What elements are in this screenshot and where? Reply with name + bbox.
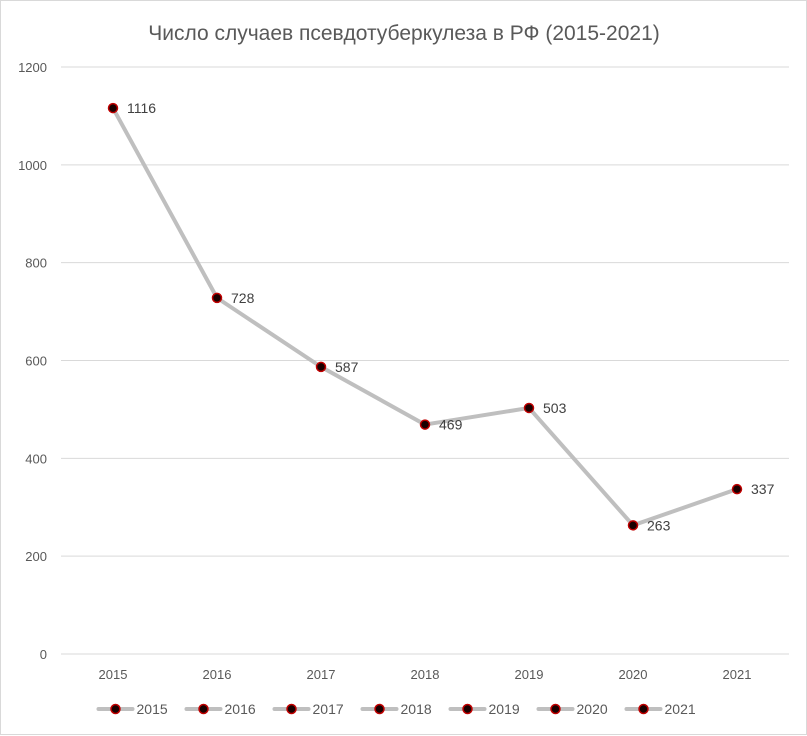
x-tick-label: 2019 bbox=[515, 667, 544, 682]
data-label: 587 bbox=[335, 359, 359, 375]
data-labels: 1116 728 587 469 503 263 337 bbox=[127, 100, 775, 533]
legend-marker-swatch bbox=[638, 703, 649, 715]
y-axis-tick-labels: 0 200 400 600 800 1000 1200 bbox=[18, 60, 47, 662]
series-layer bbox=[111, 106, 739, 528]
data-label: 469 bbox=[439, 417, 463, 433]
data-point bbox=[627, 520, 639, 531]
x-axis-tick-labels: 2015 2016 2017 2018 2019 2020 2021 bbox=[99, 667, 752, 682]
legend-marker-swatch bbox=[462, 703, 473, 715]
data-label: 1116 bbox=[127, 100, 156, 116]
y-tick-label: 800 bbox=[25, 256, 47, 271]
series-line bbox=[111, 106, 739, 528]
legend-label: 2020 bbox=[577, 701, 608, 717]
data-point bbox=[419, 419, 431, 430]
x-tick-label: 2017 bbox=[307, 667, 336, 682]
legend-marker-swatch bbox=[374, 703, 385, 715]
markers bbox=[107, 102, 743, 531]
gridlines bbox=[61, 66, 789, 655]
y-tick-label: 200 bbox=[25, 549, 47, 564]
legend-item: 2015 bbox=[96, 701, 168, 717]
legend-marker-swatch bbox=[110, 703, 121, 715]
legend-item: 2021 bbox=[624, 701, 696, 717]
legend-label: 2017 bbox=[313, 701, 344, 717]
x-tick-label: 2015 bbox=[99, 667, 128, 682]
legend-item: 2017 bbox=[272, 701, 344, 717]
legend-item: 2016 bbox=[184, 701, 256, 717]
data-label: 503 bbox=[543, 400, 567, 416]
legend-marker-swatch bbox=[286, 703, 297, 715]
x-tick-label: 2016 bbox=[203, 667, 232, 682]
y-tick-label: 1200 bbox=[18, 60, 47, 75]
data-label: 337 bbox=[751, 481, 775, 497]
legend-item: 2020 bbox=[536, 701, 608, 717]
x-tick-label: 2020 bbox=[619, 667, 648, 682]
data-label: 728 bbox=[231, 290, 255, 306]
legend-label: 2018 bbox=[401, 701, 432, 717]
chart-title: Число случаев псевдотуберкулеза в РФ (20… bbox=[148, 22, 660, 45]
legend-item: 2019 bbox=[448, 701, 520, 717]
data-point bbox=[315, 361, 327, 373]
legend-label: 2015 bbox=[137, 701, 168, 717]
data-point bbox=[107, 102, 119, 114]
y-tick-label: 0 bbox=[40, 647, 47, 662]
y-tick-label: 400 bbox=[25, 451, 47, 466]
data-point bbox=[211, 292, 223, 304]
legend-label: 2021 bbox=[665, 701, 696, 717]
x-tick-label: 2018 bbox=[411, 667, 440, 682]
legend-label: 2016 bbox=[225, 701, 256, 717]
legend-marker-swatch bbox=[198, 703, 209, 715]
data-point bbox=[731, 483, 743, 495]
y-tick-label: 1000 bbox=[18, 158, 47, 173]
legend-label: 2019 bbox=[489, 701, 520, 717]
y-tick-label: 600 bbox=[25, 354, 47, 369]
x-tick-label: 2021 bbox=[723, 667, 752, 682]
legend: 2015 2016 2017 2018 2019 2020 2021 bbox=[96, 701, 696, 717]
legend-item: 2018 bbox=[360, 701, 432, 717]
data-label: 263 bbox=[647, 517, 671, 533]
data-point bbox=[523, 402, 535, 414]
legend-marker-swatch bbox=[550, 703, 561, 715]
